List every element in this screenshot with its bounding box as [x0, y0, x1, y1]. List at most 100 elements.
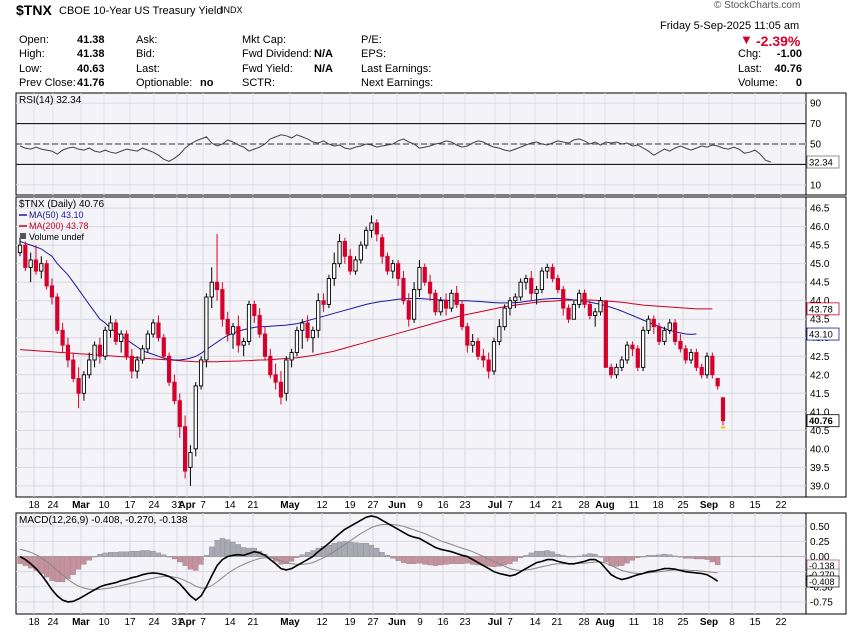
security-name: CBOE 10-Year US Treasury Yield — [59, 5, 223, 17]
macd-histogram-bar — [225, 539, 231, 557]
candle — [449, 289, 454, 312]
macd-histogram-bar — [299, 554, 305, 557]
candle — [491, 337, 497, 375]
field-label: Last: — [136, 63, 160, 75]
candle — [284, 356, 289, 401]
candle — [214, 234, 220, 301]
candle-body — [177, 400, 182, 428]
macd-histogram-bar — [390, 556, 396, 559]
candle — [374, 219, 379, 242]
field-label: SCTR: — [242, 77, 275, 89]
candle-body — [204, 296, 209, 361]
candle — [204, 293, 209, 368]
candle — [443, 293, 449, 316]
candle-body — [262, 333, 268, 357]
candle — [161, 334, 166, 360]
last-candle-marker — [720, 426, 726, 429]
candle-body — [678, 340, 683, 350]
candle-body — [305, 322, 310, 339]
candle-body — [246, 303, 252, 342]
candle-body — [694, 352, 699, 368]
candle-body — [465, 326, 470, 346]
macd-histogram-bar — [512, 556, 518, 562]
candle-body — [17, 244, 23, 254]
x-tick-label: Apr — [178, 617, 195, 628]
candle-body — [119, 333, 124, 342]
candle-body — [167, 355, 172, 383]
x-tick-label: 8 — [729, 500, 735, 511]
x-tick-label: Aug — [595, 500, 614, 511]
x-tick-label: Jul — [488, 617, 503, 628]
macd-histogram-bar — [667, 554, 673, 557]
candle — [321, 293, 326, 312]
field-value: -1.00 — [776, 48, 802, 60]
candle-body — [135, 359, 140, 372]
x-tick-label: 10 — [98, 500, 110, 511]
macd-histogram-bar — [289, 556, 295, 562]
change-percent: -2.39% — [756, 33, 801, 49]
macd-histogram-bar — [347, 541, 353, 557]
candle — [646, 315, 651, 335]
x-tick-label: 24 — [47, 500, 59, 511]
x-tick-label: 28 — [578, 617, 590, 628]
x-tick-label: Sep — [700, 500, 718, 511]
candle-body — [182, 426, 188, 472]
candle — [662, 326, 667, 346]
candle — [97, 337, 102, 364]
x-tick-label: 21 — [247, 500, 259, 511]
candle — [577, 289, 582, 309]
candle — [332, 252, 337, 286]
price-tick-label: 40.5 — [810, 426, 830, 437]
candle-body — [364, 229, 369, 246]
macd-histogram-bar — [134, 550, 140, 557]
candle — [316, 293, 321, 338]
field-value: 40.63 — [77, 63, 105, 75]
panel-rsi-axis — [805, 92, 847, 196]
candle-body — [151, 322, 156, 335]
macd-histogram-bar — [235, 544, 241, 557]
candle-body — [156, 322, 161, 339]
candle-body — [518, 281, 523, 298]
candle — [619, 356, 624, 372]
candle-body — [44, 263, 49, 287]
datetime: Friday 5-Sep-2025 11:05 am — [660, 20, 800, 32]
symbol: $TNX — [16, 2, 52, 18]
x-tick-label: 23 — [459, 617, 471, 628]
candle-body — [651, 318, 656, 328]
candle-body — [76, 378, 81, 394]
candle — [167, 352, 172, 386]
macd-histogram-bar — [352, 542, 359, 557]
candle — [667, 319, 672, 335]
price-tick-label: 41.0 — [810, 407, 830, 418]
candle-body — [513, 296, 518, 302]
macd-line — [19, 515, 719, 603]
macd-histogram-bar — [427, 556, 433, 566]
x-tick-label: Jul — [488, 500, 503, 511]
candle — [87, 352, 92, 379]
macd-histogram-bar — [539, 550, 545, 557]
market-code: INDX — [221, 5, 243, 15]
candle-body — [486, 359, 491, 372]
candle-body — [145, 333, 150, 350]
candle — [459, 300, 465, 331]
macd-histogram-bar — [81, 556, 87, 565]
x-tick-label: 7 — [507, 617, 513, 628]
candle-body — [161, 337, 166, 357]
macd-histogram-bar — [209, 546, 215, 557]
candle-body — [561, 289, 566, 309]
macd-histogram-bar — [656, 554, 662, 557]
candle-body — [28, 259, 33, 268]
macd-tick-label: 0.00 — [810, 552, 830, 563]
candle — [246, 300, 252, 346]
price-value-tag — [806, 302, 840, 316]
candle — [172, 374, 177, 405]
macd-histogram-bar — [683, 556, 689, 559]
candle-body — [433, 292, 438, 313]
macd-histogram-bar — [107, 552, 114, 557]
macd-histogram-bar — [49, 556, 55, 581]
candle — [273, 363, 278, 390]
candle — [241, 337, 246, 357]
candle — [108, 315, 113, 338]
candle-body — [39, 263, 44, 272]
candle — [326, 274, 331, 309]
